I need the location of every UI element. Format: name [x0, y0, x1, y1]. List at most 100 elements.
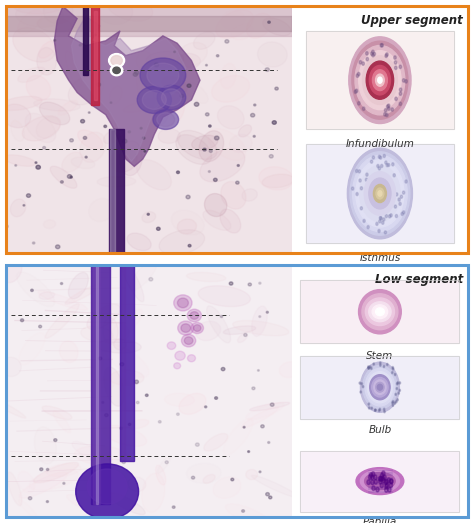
Ellipse shape — [10, 199, 26, 217]
Circle shape — [385, 483, 389, 487]
Ellipse shape — [200, 149, 245, 182]
Circle shape — [383, 475, 386, 480]
Circle shape — [140, 128, 142, 129]
Circle shape — [237, 165, 239, 166]
Ellipse shape — [95, 269, 110, 285]
Circle shape — [28, 497, 32, 500]
Ellipse shape — [179, 393, 206, 414]
Circle shape — [396, 383, 398, 385]
Circle shape — [365, 172, 395, 215]
Circle shape — [390, 214, 392, 217]
Ellipse shape — [103, 130, 120, 143]
Circle shape — [378, 77, 382, 83]
Ellipse shape — [127, 233, 151, 251]
Circle shape — [383, 112, 386, 116]
Ellipse shape — [176, 134, 211, 164]
Ellipse shape — [123, 97, 170, 112]
Circle shape — [356, 169, 358, 173]
Ellipse shape — [203, 474, 215, 483]
Circle shape — [259, 316, 261, 317]
Ellipse shape — [374, 380, 386, 394]
Circle shape — [392, 368, 394, 370]
Circle shape — [253, 135, 255, 137]
Ellipse shape — [53, 411, 71, 433]
Circle shape — [380, 364, 381, 366]
Ellipse shape — [34, 462, 79, 483]
Bar — [120, 265, 134, 461]
Circle shape — [156, 227, 160, 230]
Ellipse shape — [18, 10, 42, 34]
Ellipse shape — [162, 89, 182, 106]
Circle shape — [257, 370, 259, 371]
Ellipse shape — [238, 125, 252, 137]
Circle shape — [370, 160, 373, 163]
Circle shape — [356, 74, 359, 77]
Ellipse shape — [220, 209, 241, 233]
Ellipse shape — [252, 475, 298, 497]
Text: Stem: Stem — [366, 351, 393, 361]
Bar — [110, 130, 115, 253]
Ellipse shape — [19, 500, 37, 518]
Ellipse shape — [207, 306, 230, 343]
Circle shape — [180, 94, 184, 97]
Circle shape — [221, 368, 225, 371]
Circle shape — [182, 334, 196, 347]
Circle shape — [380, 217, 382, 220]
Circle shape — [390, 479, 393, 484]
Circle shape — [392, 402, 393, 404]
Circle shape — [382, 221, 384, 224]
Ellipse shape — [157, 456, 171, 473]
Circle shape — [388, 107, 390, 110]
Circle shape — [354, 90, 356, 94]
Circle shape — [363, 56, 397, 105]
Bar — [91, 6, 99, 105]
Circle shape — [242, 510, 245, 512]
Circle shape — [368, 367, 370, 369]
Circle shape — [381, 43, 383, 47]
Ellipse shape — [22, 116, 61, 141]
Circle shape — [375, 409, 376, 411]
Circle shape — [181, 324, 191, 332]
Circle shape — [371, 480, 374, 485]
Circle shape — [378, 167, 381, 170]
Ellipse shape — [226, 504, 272, 523]
Ellipse shape — [193, 32, 215, 49]
Ellipse shape — [35, 427, 56, 464]
Circle shape — [399, 102, 401, 106]
Ellipse shape — [223, 326, 256, 334]
Ellipse shape — [187, 272, 226, 281]
Ellipse shape — [221, 10, 245, 29]
Ellipse shape — [39, 102, 70, 124]
Circle shape — [244, 334, 247, 336]
Circle shape — [372, 486, 375, 491]
Circle shape — [135, 380, 138, 383]
Circle shape — [236, 181, 239, 184]
Ellipse shape — [13, 28, 55, 62]
Text: Isthmus: Isthmus — [359, 253, 401, 263]
Circle shape — [40, 468, 43, 471]
Circle shape — [382, 478, 385, 483]
Circle shape — [368, 407, 370, 409]
Ellipse shape — [4, 155, 36, 166]
Circle shape — [252, 387, 255, 390]
Circle shape — [379, 217, 382, 220]
Circle shape — [383, 154, 385, 157]
Circle shape — [369, 178, 391, 209]
Ellipse shape — [203, 210, 231, 230]
Ellipse shape — [44, 220, 56, 229]
Bar — [96, 253, 98, 504]
Circle shape — [360, 207, 363, 210]
Circle shape — [353, 155, 407, 232]
Ellipse shape — [221, 181, 246, 209]
Circle shape — [383, 408, 385, 411]
Circle shape — [193, 325, 201, 332]
Ellipse shape — [26, 75, 51, 100]
Circle shape — [188, 244, 191, 247]
Ellipse shape — [360, 470, 400, 492]
Circle shape — [128, 131, 130, 133]
Bar — [301, 356, 459, 418]
Circle shape — [270, 403, 274, 406]
Ellipse shape — [212, 75, 249, 102]
Ellipse shape — [177, 219, 197, 234]
Circle shape — [95, 34, 96, 36]
